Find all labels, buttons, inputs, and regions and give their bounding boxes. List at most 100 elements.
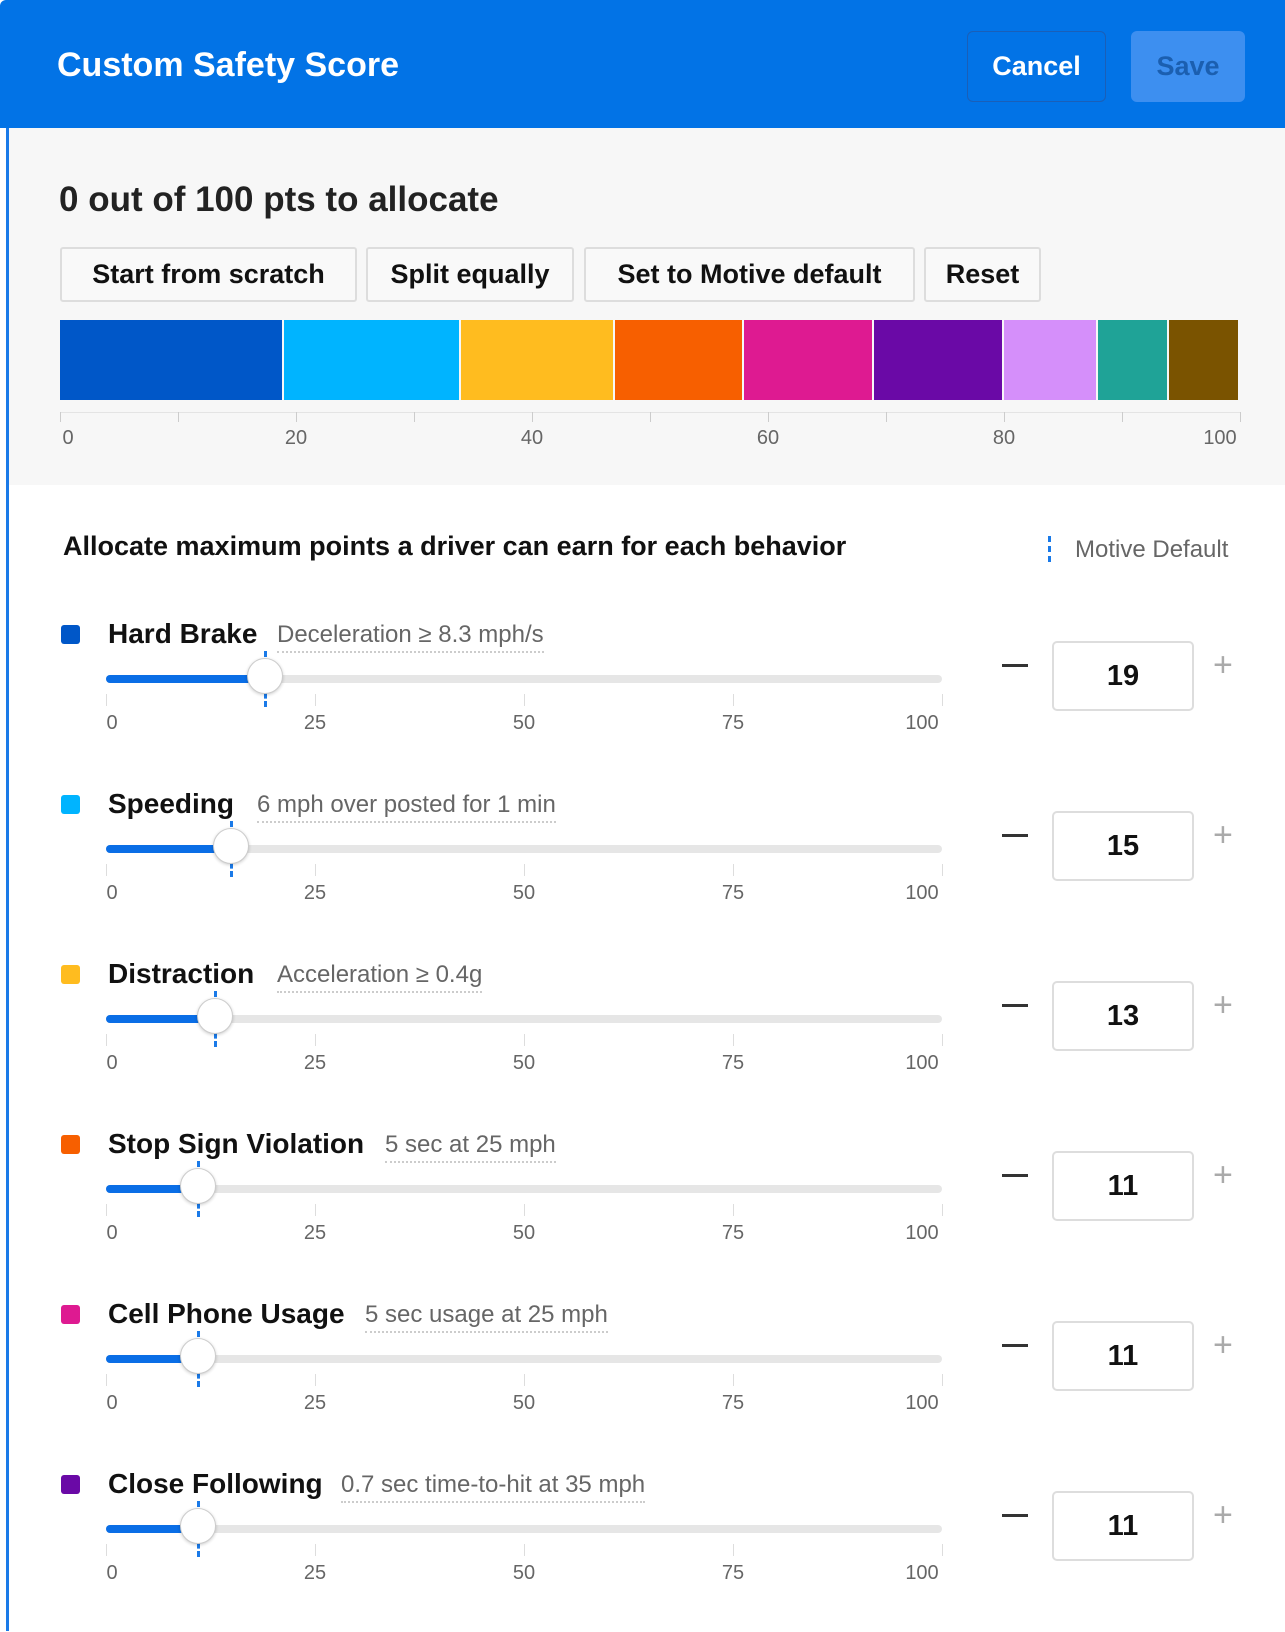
slider-tick-label: 75 [721, 1562, 745, 1584]
slider-tick [942, 864, 943, 876]
slider-fill [106, 1525, 198, 1533]
slider-tick [942, 1544, 943, 1556]
behavior-row: Distraction Acceleration ≥ 0.4g 0 25 50 75 1… [0, 952, 1285, 1122]
behavior-threshold[interactable]: 0.7 sec time-to-hit at 35 mph [341, 1471, 646, 1503]
slider-tick-label: 50 [512, 1052, 536, 1074]
points-input[interactable]: 15 [1052, 811, 1194, 881]
behavior-color-swatch [61, 1305, 80, 1324]
decrement-button[interactable] [1002, 664, 1028, 667]
slider-tick-label: 0 [106, 882, 118, 904]
allocation-summary-section [9, 128, 1285, 485]
decrement-button[interactable] [1002, 1344, 1028, 1347]
cancel-button[interactable]: Cancel [967, 31, 1106, 102]
slider-tick [315, 694, 316, 706]
slider-tick-label: 75 [721, 1222, 745, 1244]
behaviors-section-title: Allocate maximum points a driver can ear… [63, 531, 847, 561]
behavior-row: Speeding 6 mph over posted for 1 min 0 25… [0, 782, 1285, 952]
slider-fill [106, 1185, 198, 1193]
decrement-button[interactable] [1002, 1514, 1028, 1517]
behavior-threshold[interactable]: 5 sec usage at 25 mph [365, 1301, 608, 1333]
slider-tick-label: 100 [905, 1562, 939, 1584]
save-button[interactable]: Save [1131, 31, 1245, 102]
set-motive-default-button[interactable]: Set to Motive default [584, 247, 915, 302]
slider-thumb[interactable] [213, 828, 250, 864]
allocation-segment [614, 320, 745, 400]
behavior-name: Distraction [108, 958, 255, 989]
slider-tick-label: 75 [721, 712, 745, 734]
axis-tick [886, 412, 887, 422]
points-input[interactable]: 19 [1052, 641, 1194, 711]
split-equally-button[interactable]: Split equally [366, 247, 574, 302]
behavior-slider[interactable] [106, 1331, 942, 1387]
axis-tick [60, 412, 61, 422]
axis-tick [1122, 412, 1123, 422]
increment-button[interactable]: + [1213, 1496, 1233, 1534]
points-input[interactable]: 13 [1052, 981, 1194, 1051]
behavior-color-swatch [61, 965, 80, 984]
slider-tick [733, 1204, 734, 1216]
slider-tick-label: 100 [905, 712, 939, 734]
behavior-name: Stop Sign Violation [108, 1128, 365, 1159]
axis-tick [532, 412, 533, 422]
slider-thumb[interactable] [246, 658, 283, 694]
slider-tick-label: 25 [303, 1392, 327, 1414]
behavior-row: Cell Phone Usage 5 sec usage at 25 mph 0… [0, 1292, 1285, 1462]
behavior-color-swatch [61, 795, 80, 814]
slider-tick-label: 100 [905, 1392, 939, 1414]
slider-tick-label: 75 [721, 1392, 745, 1414]
slider-tick-label: 50 [512, 1222, 536, 1244]
points-input[interactable]: 11 [1052, 1151, 1194, 1221]
motive-default-legend-label: Motive Default [1075, 536, 1229, 563]
slider-thumb[interactable] [179, 1338, 216, 1374]
slider-fill [106, 1355, 198, 1363]
slider-tick [315, 1374, 316, 1386]
slider-tick [524, 1204, 525, 1216]
slider-thumb[interactable] [196, 998, 233, 1034]
decrement-button[interactable] [1002, 1004, 1028, 1007]
start-from-scratch-button[interactable]: Start from scratch [60, 247, 357, 302]
increment-button[interactable]: + [1213, 646, 1233, 684]
slider-tick-label: 0 [106, 712, 118, 734]
behavior-slider[interactable] [106, 651, 942, 707]
slider-tick [942, 1034, 943, 1046]
axis-tick-label: 60 [756, 427, 780, 449]
behavior-name: Close Following [108, 1468, 323, 1499]
slider-thumb[interactable] [179, 1168, 216, 1204]
points-remaining: 0 out of 100 pts to allocate [59, 180, 499, 219]
axis-tick-label: 20 [284, 427, 308, 449]
points-input[interactable]: 11 [1052, 1491, 1194, 1561]
slider-tick [733, 1374, 734, 1386]
decrement-button[interactable] [1002, 834, 1028, 837]
slider-tick [315, 1204, 316, 1216]
slider-tick [524, 864, 525, 876]
increment-button[interactable]: + [1213, 1156, 1233, 1194]
behavior-slider[interactable] [106, 821, 942, 877]
allocation-bar [60, 320, 1240, 400]
behavior-row: Hard Brake Deceleration ≥ 8.3 mph/s 0 25 5… [0, 612, 1285, 782]
behavior-threshold[interactable]: Acceleration ≥ 0.4g [277, 961, 483, 993]
slider-tick-label: 25 [303, 712, 327, 734]
behavior-threshold[interactable]: 6 mph over posted for 1 min [257, 791, 556, 823]
behavior-threshold[interactable]: Deceleration ≥ 8.3 mph/s [277, 621, 544, 653]
allocation-segment [874, 320, 1004, 400]
increment-button[interactable]: + [1213, 1326, 1233, 1364]
axis-tick [768, 412, 769, 422]
slider-tick-label: 100 [905, 1052, 939, 1074]
slider-thumb[interactable] [179, 1508, 216, 1544]
behavior-threshold[interactable]: 5 sec at 25 mph [385, 1131, 556, 1163]
slider-fill [106, 675, 265, 683]
axis-tick-label: 100 [1203, 427, 1237, 449]
increment-button[interactable]: + [1213, 986, 1233, 1024]
decrement-button[interactable] [1002, 1174, 1028, 1177]
reset-button[interactable]: Reset [924, 247, 1041, 302]
behavior-name: Hard Brake [108, 618, 258, 649]
increment-button[interactable]: + [1213, 816, 1233, 854]
slider-tick [733, 1544, 734, 1556]
behavior-slider[interactable] [106, 1161, 942, 1217]
slider-tick [106, 694, 107, 706]
behavior-slider[interactable] [106, 991, 942, 1047]
axis-tick-label: 0 [62, 427, 74, 449]
behavior-slider[interactable] [106, 1501, 942, 1557]
behavior-name: Speeding [108, 788, 235, 819]
points-input[interactable]: 11 [1052, 1321, 1194, 1391]
